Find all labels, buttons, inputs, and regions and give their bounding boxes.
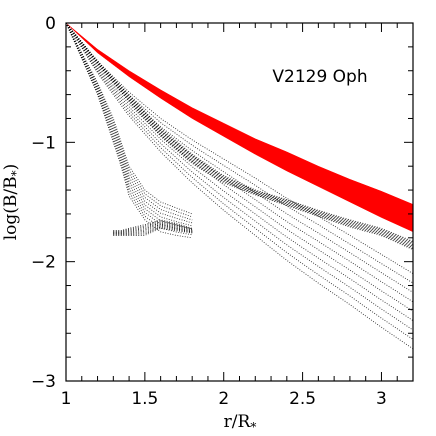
field-line bbox=[66, 23, 413, 248]
plot-data bbox=[66, 23, 413, 350]
y-tick-label: −2 bbox=[31, 253, 56, 273]
y-tick-label: −3 bbox=[31, 372, 56, 392]
field-line bbox=[66, 23, 413, 247]
field-line bbox=[113, 223, 193, 234]
star-name-annotation: V2129 Oph bbox=[272, 67, 367, 87]
field-line bbox=[66, 23, 193, 221]
field-line bbox=[113, 220, 193, 232]
field-line bbox=[113, 222, 193, 233]
field-line bbox=[113, 219, 193, 232]
field-line bbox=[66, 23, 413, 284]
field-line bbox=[66, 23, 413, 331]
field-line bbox=[66, 23, 413, 250]
x-tick-label: 1 bbox=[61, 389, 72, 409]
y-tick-label: 0 bbox=[45, 14, 56, 34]
field-line bbox=[113, 221, 193, 233]
field-line bbox=[113, 226, 193, 236]
x-tick-label: 1.5 bbox=[131, 389, 158, 409]
field-line bbox=[113, 225, 193, 235]
field-line bbox=[66, 23, 413, 242]
field-line bbox=[66, 23, 413, 251]
y-axis-label: log(B/B*) bbox=[1, 164, 23, 241]
field-line bbox=[66, 23, 413, 274]
field-line bbox=[66, 23, 193, 227]
dipole-band bbox=[66, 23, 413, 233]
x-axis-label: r/R* bbox=[224, 412, 257, 434]
y-tick-label: −1 bbox=[31, 133, 56, 153]
x-tick-label: 3 bbox=[376, 389, 387, 409]
field-line bbox=[66, 23, 413, 350]
field-line bbox=[66, 23, 193, 239]
axis-ticks bbox=[65, 22, 414, 382]
field-line bbox=[66, 23, 193, 215]
x-tick-label: 2 bbox=[218, 389, 229, 409]
field-line-cloud bbox=[66, 23, 413, 251]
field-line bbox=[113, 227, 193, 236]
tick-labels: 1 1.5 2 2.5 3 0 −1 −2 −3 bbox=[31, 14, 387, 409]
field-line bbox=[113, 224, 193, 235]
field-line bbox=[66, 23, 193, 236]
field-line bbox=[66, 23, 193, 218]
field-line-cloud bbox=[113, 219, 193, 236]
field-line-cloud bbox=[66, 23, 193, 239]
x-tick-label: 2.5 bbox=[289, 389, 316, 409]
field-line bbox=[66, 23, 193, 230]
field-line bbox=[66, 23, 413, 243]
